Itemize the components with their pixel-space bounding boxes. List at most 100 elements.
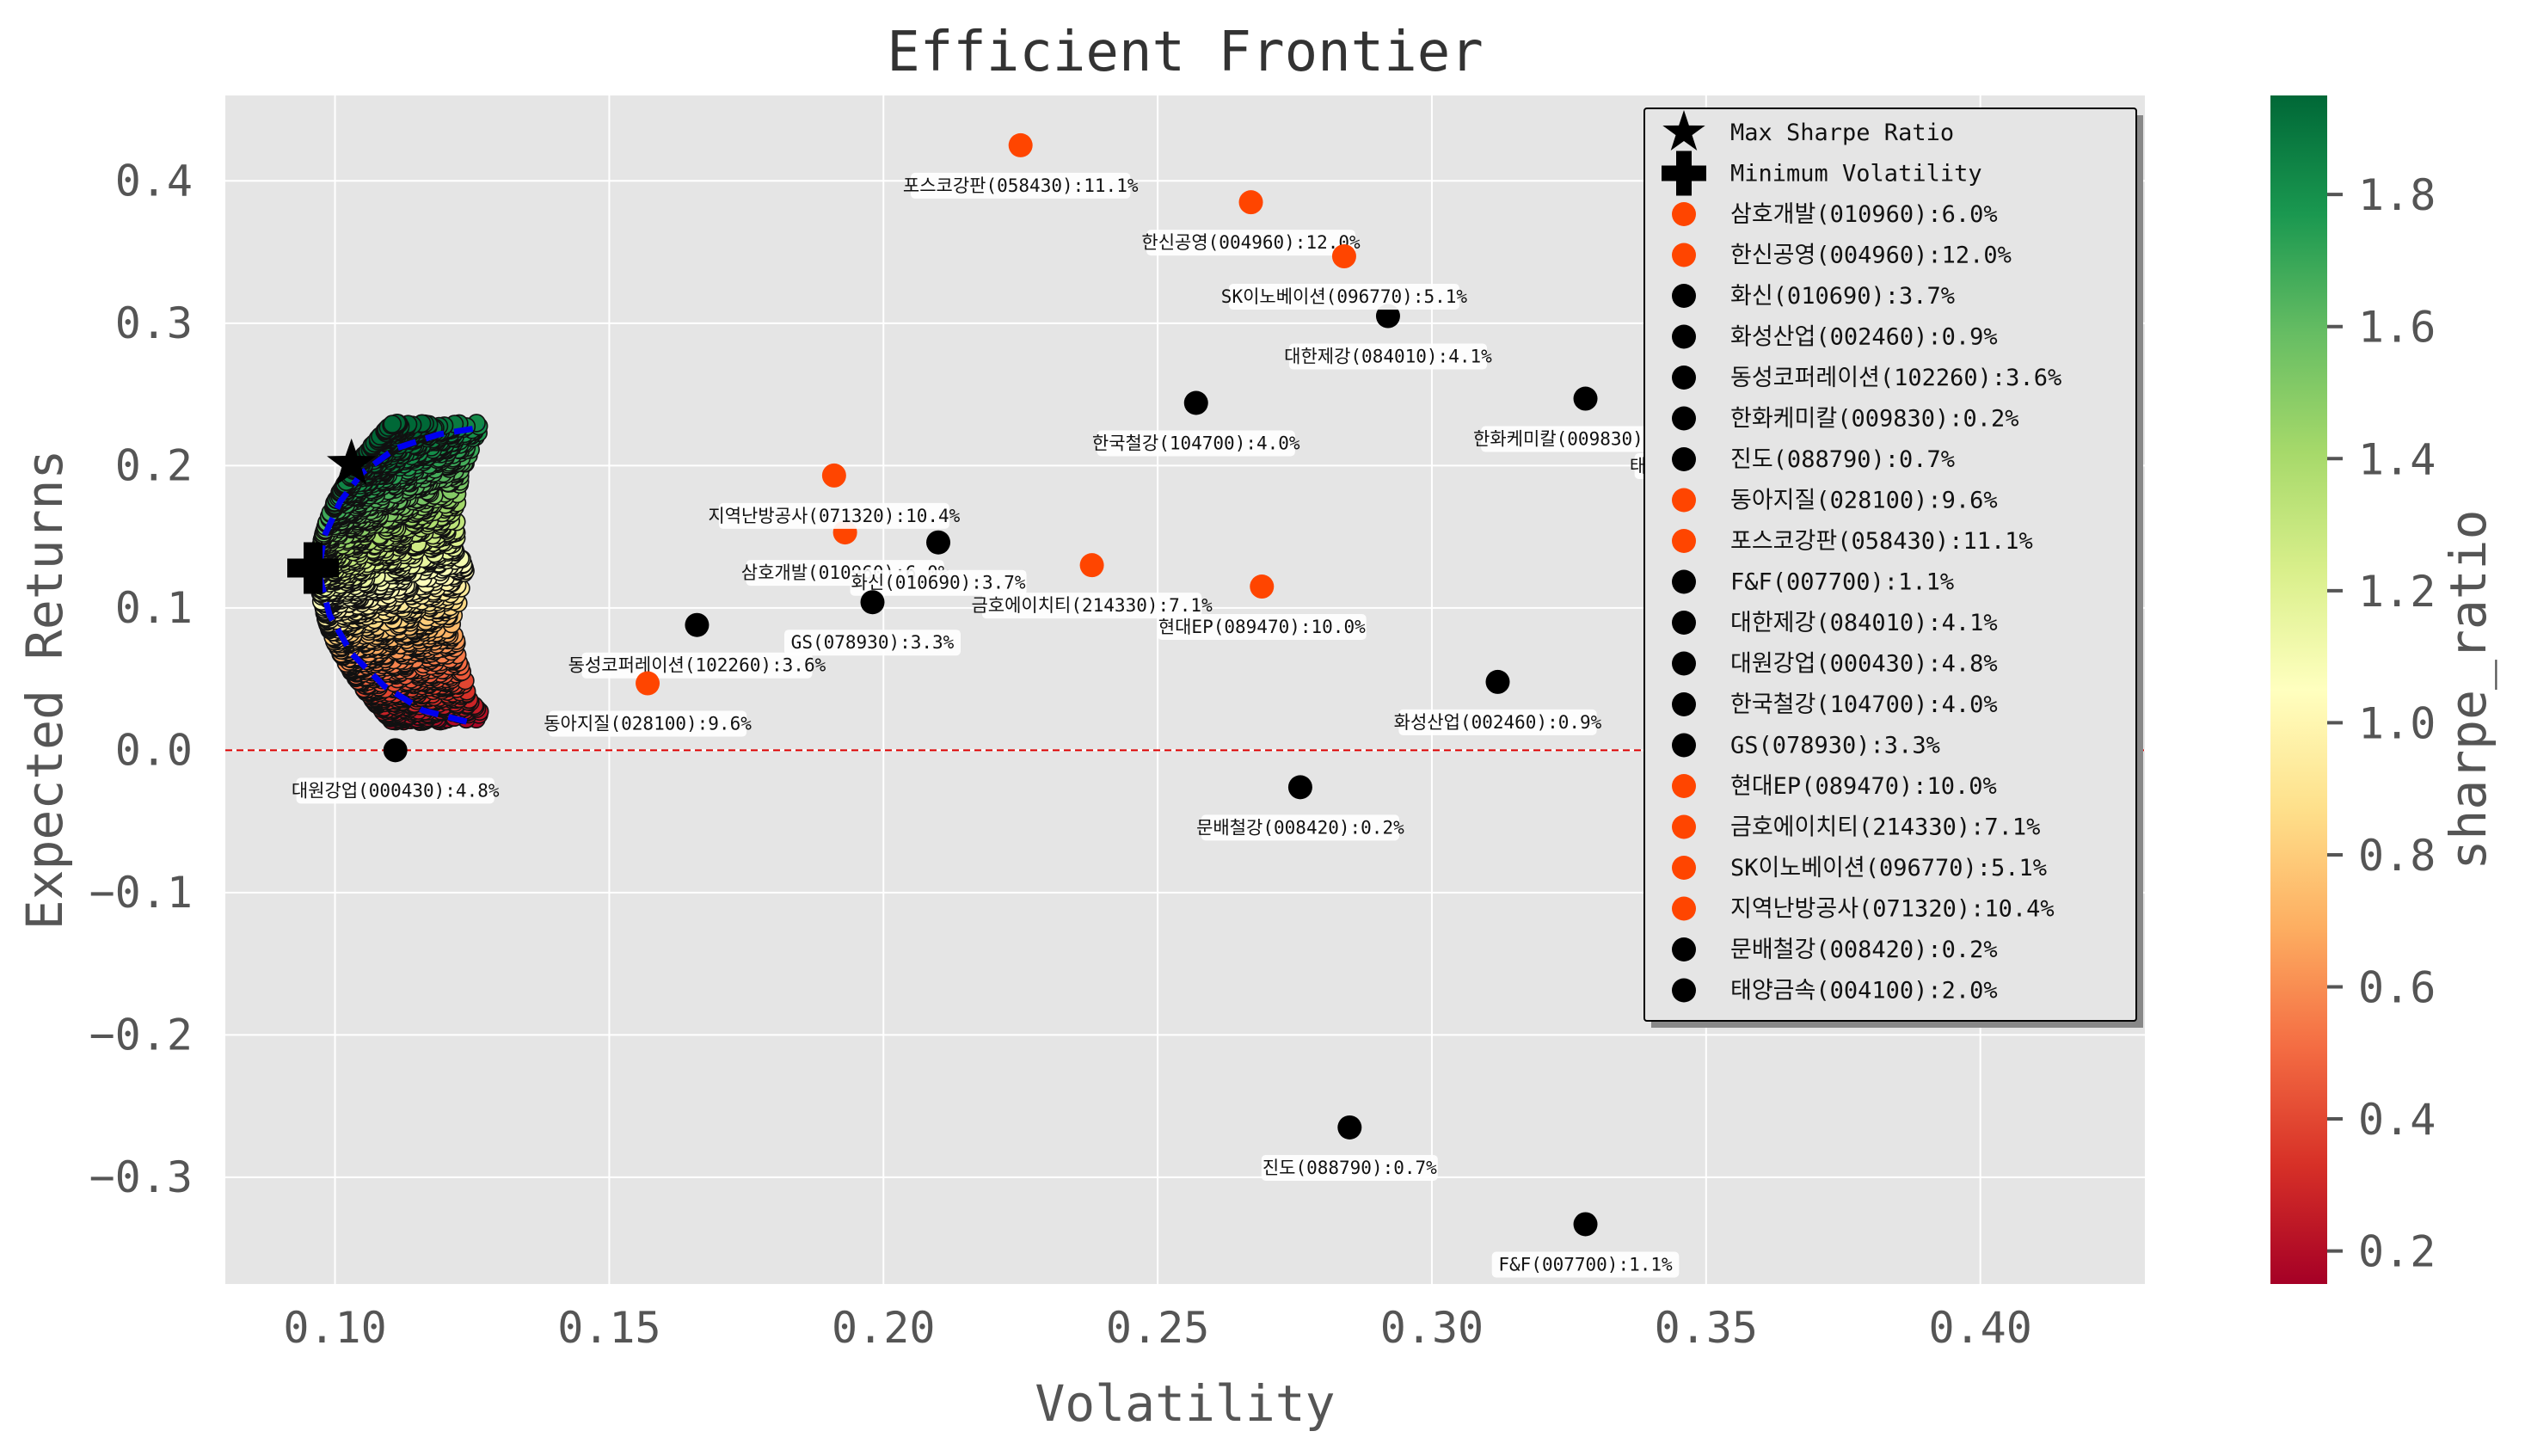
colorbar-tick-label: 1.6 bbox=[2358, 303, 2436, 353]
x-tick-label: 0.30 bbox=[1380, 1303, 1484, 1353]
x-tick-label: 0.40 bbox=[1928, 1303, 2031, 1353]
min-volatility-marker bbox=[287, 542, 340, 594]
portfolio-cloud bbox=[309, 413, 489, 731]
legend-marker bbox=[1672, 814, 1696, 839]
asset-point bbox=[1375, 304, 1400, 329]
colorbar-tick-label: 1.2 bbox=[2358, 567, 2436, 617]
asset-annotation: 현대EP(089470):10.0% bbox=[1158, 617, 1366, 637]
legend-entry: F&F(007700):1.1% bbox=[1730, 569, 1954, 596]
asset-point bbox=[1573, 386, 1598, 411]
colorbar-tick-label: 0.6 bbox=[2358, 963, 2436, 1013]
legend-star-icon bbox=[1662, 110, 1705, 151]
legend-marker bbox=[1672, 529, 1696, 553]
asset-annotation: F&F(007700):1.1% bbox=[1498, 1254, 1673, 1275]
colorbar-tick-label: 1.4 bbox=[2358, 434, 2436, 484]
asset-point bbox=[860, 590, 885, 615]
asset-point bbox=[1079, 553, 1104, 578]
legend-marker bbox=[1672, 774, 1696, 798]
max-sharpe-marker bbox=[327, 438, 377, 485]
legend-marker bbox=[1672, 243, 1696, 267]
legend-marker bbox=[1672, 202, 1696, 226]
y-tick-label: −0.1 bbox=[89, 868, 193, 918]
asset-point bbox=[1337, 1115, 1362, 1140]
asset-annotation: 동아지질(028100):9.6% bbox=[544, 714, 752, 734]
asset-annotation-box bbox=[1398, 709, 1597, 735]
asset-annotation-box bbox=[850, 569, 1027, 596]
asset-annotation: 대원강업(000430):4.8% bbox=[292, 780, 500, 801]
asset-point bbox=[1250, 574, 1275, 599]
asset-point bbox=[1008, 132, 1033, 157]
asset-annotation-box bbox=[1261, 1154, 1438, 1181]
colorbar-tick-label: 0.8 bbox=[2358, 831, 2436, 881]
asset-point bbox=[685, 612, 710, 637]
legend-entry: 진도(088790):0.7% bbox=[1730, 446, 1955, 473]
x-tick-label: 0.15 bbox=[557, 1303, 660, 1353]
asset-annotation-box bbox=[1146, 230, 1355, 256]
asset-annotation-box bbox=[784, 630, 961, 656]
x-tick-label: 0.25 bbox=[1106, 1303, 1209, 1353]
legend-marker bbox=[1672, 366, 1696, 390]
legend-marker bbox=[1672, 692, 1696, 716]
y-tick-label: 0.3 bbox=[115, 298, 193, 348]
colorbar-tick-label: 1.0 bbox=[2358, 698, 2436, 748]
asset-annotation: GS(078930):3.3% bbox=[791, 632, 955, 653]
asset-annotation-box bbox=[1157, 614, 1367, 641]
x-tick-label: 0.35 bbox=[1655, 1303, 1758, 1353]
legend-entry: 한신공영(004960):12.0% bbox=[1730, 243, 2012, 269]
asset-point bbox=[1183, 390, 1208, 415]
legend-entry: 대한제강(084010):4.1% bbox=[1730, 610, 1998, 636]
legend-entry: 금호에이치티(214330):7.1% bbox=[1730, 814, 2040, 841]
asset-annotation-box bbox=[1097, 430, 1295, 457]
legend-entry: 현대EP(089470):10.0% bbox=[1730, 773, 1997, 800]
legend-entry: 대원강업(000430):4.8% bbox=[1730, 651, 1998, 678]
legend-entry: 동성코퍼레이션(102260):3.6% bbox=[1730, 365, 2061, 391]
legend-plus-icon bbox=[1662, 151, 1706, 196]
asset-annotation: SK이노베이션(096770):5.1% bbox=[1221, 286, 1468, 307]
y-tick-label: −0.3 bbox=[89, 1152, 193, 1202]
asset-point bbox=[1331, 244, 1356, 269]
legend-marker bbox=[1672, 896, 1696, 921]
legend-marker bbox=[1672, 937, 1696, 961]
asset-point bbox=[1287, 775, 1312, 800]
legend-entry: 문배철강(008420):0.2% bbox=[1730, 937, 1998, 963]
legend-marker bbox=[1672, 284, 1696, 308]
colorbar bbox=[2270, 95, 2327, 1284]
y-tick-label: 0.4 bbox=[115, 156, 193, 206]
asset-point bbox=[1238, 190, 1263, 215]
asset-annotation-box bbox=[581, 652, 813, 679]
legend-entry: 태양금속(004100):2.0% bbox=[1730, 978, 1998, 1004]
asset-point bbox=[821, 463, 846, 488]
chart-title: Efficient Frontier bbox=[887, 21, 1484, 84]
legend-marker bbox=[1672, 733, 1696, 758]
colorbar-tick-label: 0.4 bbox=[2358, 1095, 2436, 1145]
asset-point bbox=[1485, 669, 1510, 694]
legend-entry: GS(078930):3.3% bbox=[1730, 733, 1940, 759]
asset-annotation: 한신공영(004960):12.0% bbox=[1141, 232, 1361, 253]
legend-marker bbox=[1672, 447, 1696, 471]
x-tick-label: 0.10 bbox=[283, 1303, 386, 1353]
y-tick-label: 0.2 bbox=[115, 440, 193, 490]
asset-annotation: 동성코퍼레이션(102260):3.6% bbox=[568, 655, 826, 676]
asset-annotation-box bbox=[1491, 1251, 1680, 1278]
legend-box bbox=[1643, 108, 2137, 1022]
legend-entry: SK이노베이션(096770):5.1% bbox=[1730, 855, 2047, 882]
asset-annotation: 한국철강(104700):4.0% bbox=[1092, 433, 1300, 453]
asset-annotation-box bbox=[1481, 426, 1690, 452]
asset-point bbox=[383, 738, 408, 763]
y-tick-label: 0.1 bbox=[115, 583, 193, 633]
legend-marker bbox=[1672, 324, 1696, 349]
asset-point bbox=[926, 530, 951, 555]
legend-entry: 한화케미칼(009830):0.2% bbox=[1730, 406, 2019, 433]
asset-annotation-box bbox=[548, 710, 747, 737]
legend-entry: 화신(010690):3.7% bbox=[1730, 283, 1955, 310]
legend-entry: 동아지질(028100):9.6% bbox=[1730, 488, 1998, 514]
legend-marker bbox=[1672, 406, 1696, 431]
legend-entry: Minimum Volatility bbox=[1730, 161, 1982, 187]
legend-marker bbox=[1672, 569, 1696, 594]
legend-entry: 한국철강(104700):4.0% bbox=[1730, 691, 1998, 718]
colorbar-tick-label: 1.8 bbox=[2358, 170, 2436, 220]
asset-annotation: 포스코강판(058430):11.1% bbox=[903, 175, 1139, 196]
plot-content: 삼호개발(010960):6.0% 한신공영(004960):12.0% 화신(01… bbox=[225, 132, 2145, 1278]
asset-annotation-box bbox=[1201, 814, 1400, 841]
